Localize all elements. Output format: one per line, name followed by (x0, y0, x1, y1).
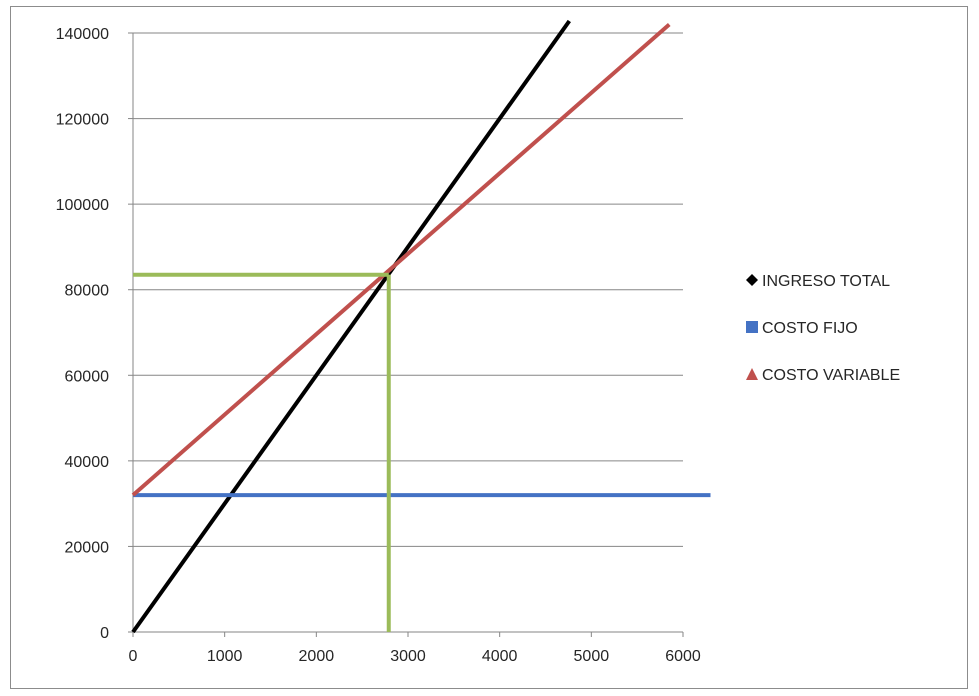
y-tick-label-80000: 80000 (65, 283, 110, 300)
x-tick-label-2000: 2000 (299, 648, 335, 665)
y-tick-label-140000: 140000 (56, 26, 109, 43)
chart-frame (10, 6, 968, 689)
legend-marker-0 (746, 274, 758, 286)
legend-label-2: COSTO VARIABLE (762, 367, 900, 384)
series-line-0 (131, 19, 571, 634)
legend-label-1: COSTO FIJO (762, 320, 858, 337)
y-tick-label-20000: 20000 (65, 539, 110, 556)
y-tick-label-0: 0 (100, 625, 109, 642)
y-tick-label-60000: 60000 (65, 368, 110, 385)
y-tick-label-100000: 100000 (56, 197, 109, 214)
x-tick-label-5000: 5000 (574, 648, 610, 665)
x-tick-label-6000: 6000 (665, 648, 701, 665)
y-tick-label-120000: 120000 (56, 112, 109, 129)
legend-marker-2 (746, 368, 758, 380)
x-tick-label-3000: 3000 (390, 648, 426, 665)
x-tick-label-0: 0 (129, 648, 138, 665)
y-tick-label-40000: 40000 (65, 454, 110, 471)
legend-marker-1 (746, 321, 758, 333)
x-tick-label-4000: 4000 (482, 648, 518, 665)
series-line-2 (131, 22, 671, 497)
x-tick-label-1000: 1000 (207, 648, 243, 665)
legend-label-0: INGRESO TOTAL (762, 273, 890, 290)
